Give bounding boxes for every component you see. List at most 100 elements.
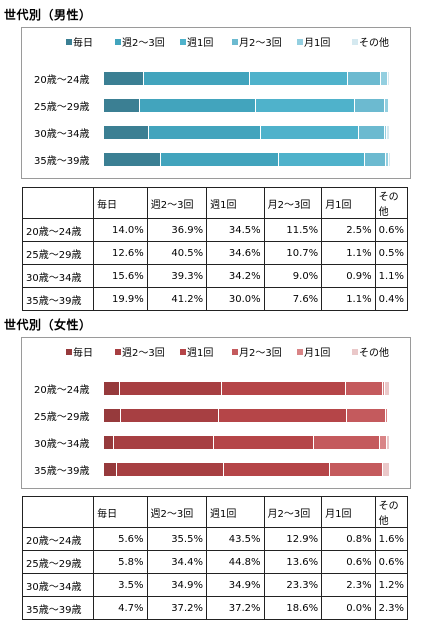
legend-label: 月1回 <box>304 38 331 49</box>
legend-label: その他 <box>359 38 389 49</box>
bar-segment <box>104 382 121 395</box>
table-row: 30歳～34歳 15.6% 39.3% 34.2% 9.0% 0.9% 1.1% <box>22 264 409 288</box>
table-cell: 2.3% <box>321 573 376 597</box>
category-label: 30歳～34歳 <box>34 439 90 450</box>
header-cell: 週1回 <box>205 496 265 528</box>
table-cell: 37.2% <box>146 596 207 620</box>
bar-segment <box>249 72 349 85</box>
table-cell: 0.5% <box>374 241 409 265</box>
bar-segment <box>387 409 390 422</box>
bar-segment <box>120 382 222 395</box>
stacked-bar <box>104 436 391 449</box>
bar-segment <box>117 463 224 476</box>
legend-swatch <box>180 38 186 45</box>
legend-item: 月2～3回 <box>232 344 282 359</box>
table-cell: 1.1% <box>374 264 409 288</box>
row-label: 25歳～29歳 <box>21 550 95 574</box>
bar-segment <box>385 409 388 422</box>
bar-segment <box>255 99 355 112</box>
table-cell: 34.2% <box>206 264 265 288</box>
bar-segment <box>364 153 387 166</box>
table-cell: 0.9% <box>321 264 376 288</box>
legend-item: 毎日 <box>66 344 93 359</box>
legend-label: 毎日 <box>73 348 93 359</box>
category-label: 25歳～29歳 <box>34 102 90 113</box>
category-label: 20歳～24歳 <box>34 385 90 396</box>
legend-item: 月1回 <box>297 344 330 359</box>
bar-segment <box>104 99 141 112</box>
table-cell: 34.5% <box>206 218 265 242</box>
legend-item: 月1回 <box>297 34 330 49</box>
stacked-bar <box>104 126 391 139</box>
category-label: 25歳～29歳 <box>34 412 90 423</box>
bar-segment <box>261 126 359 139</box>
bar-segment <box>387 126 391 139</box>
table-row: 20歳～24歳 5.6% 35.5% 43.5% 12.9% 0.8% 1.6% <box>21 527 409 551</box>
header-cell: 週2～3回 <box>146 187 208 219</box>
row-label: 20歳～24歳 <box>21 527 95 551</box>
bar-segment <box>114 436 214 449</box>
bar-segment <box>213 436 314 449</box>
header-cell: 月2～3回 <box>263 496 323 528</box>
bar-segment <box>104 409 121 422</box>
row-label: 30歳～34歳 <box>21 573 95 597</box>
legend-label: 週1回 <box>187 38 214 49</box>
legend-item: 週2～3回 <box>115 344 165 359</box>
header-cell: 月1回 <box>321 187 376 219</box>
stacked-bar <box>104 409 390 422</box>
table-cell: 3.5% <box>93 573 148 597</box>
bar-segment <box>382 382 386 395</box>
table-cell: 34.4% <box>146 550 207 574</box>
table-row: 30歳～34歳 3.5% 34.9% 34.9% 23.3% 2.3% 1.2% <box>21 573 409 597</box>
table-cell: 39.3% <box>146 264 208 288</box>
table-cell: 34.9% <box>205 573 265 597</box>
table-cell: 19.9% <box>92 287 148 311</box>
table-row: 25歳～29歳 12.6% 40.5% 34.6% 10.7% 1.1% 0.5… <box>22 241 409 265</box>
row-label: 25歳～29歳 <box>22 241 94 265</box>
table-cell: 11.5% <box>263 218 323 242</box>
legend-swatch <box>180 348 186 355</box>
legend-label: その他 <box>359 348 389 359</box>
table-cell: 1.1% <box>321 241 376 265</box>
header-cell: その他 <box>374 187 409 219</box>
legend-label: 週2～3回 <box>122 38 165 49</box>
table-cell: 5.6% <box>93 527 148 551</box>
legend-swatch <box>115 38 121 45</box>
male-chart: 毎日 週2～3回 週1回 月2～3回 月1回 その他 20歳～24歳 25歳～29歳 30歳～… <box>21 27 411 179</box>
bar-segment <box>140 99 256 112</box>
table-header-row: 毎日 週2～3回 週1回 月2～3回 月1回 その他 <box>21 496 409 528</box>
legend-label: 月2～3回 <box>239 38 282 49</box>
male-section-title: 世代別（男性） <box>4 8 92 22</box>
bar-segment <box>388 72 390 85</box>
bar-segment <box>278 153 365 166</box>
female-section-title: 世代別（女性） <box>4 318 92 332</box>
female-data-table: 毎日 週2～3回 週1回 月2～3回 月1回 その他 20歳～24歳 5.6% … <box>21 496 409 620</box>
legend-item: その他 <box>352 344 389 359</box>
legend-label: 週1回 <box>187 348 214 359</box>
table-cell: 9.0% <box>263 264 323 288</box>
table-cell: 12.9% <box>263 527 323 551</box>
table-cell: 34.9% <box>146 573 207 597</box>
legend-item: 月2～3回 <box>232 34 282 49</box>
table-cell: 0.0% <box>321 596 376 620</box>
table-cell: 41.2% <box>146 287 208 311</box>
legend-swatch <box>232 38 238 45</box>
stacked-bar <box>104 463 390 476</box>
table-cell: 0.6% <box>374 218 409 242</box>
legend-item: その他 <box>352 34 389 49</box>
table-row: 35歳～39歳 4.7% 37.2% 37.2% 18.6% 0.0% 2.3% <box>21 596 409 620</box>
table-cell: 35.5% <box>146 527 207 551</box>
bar-segment <box>104 72 145 85</box>
header-cell: 月2～3回 <box>263 187 323 219</box>
table-cell: 0.8% <box>321 527 376 551</box>
bar-segment <box>218 409 348 422</box>
table-cell: 0.6% <box>374 550 409 574</box>
table-header-row: 毎日 週2～3回 週1回 月2～3回 月1回 その他 <box>22 187 409 219</box>
category-label: 30歳～34歳 <box>34 129 90 140</box>
bar-segment <box>381 72 389 85</box>
stacked-bar <box>104 99 390 112</box>
bar-segment <box>104 126 149 139</box>
table-row: 35歳～39歳 19.9% 41.2% 30.0% 7.6% 1.1% 0.4% <box>22 287 409 311</box>
bar-segment <box>358 126 385 139</box>
table-cell: 13.6% <box>263 550 323 574</box>
